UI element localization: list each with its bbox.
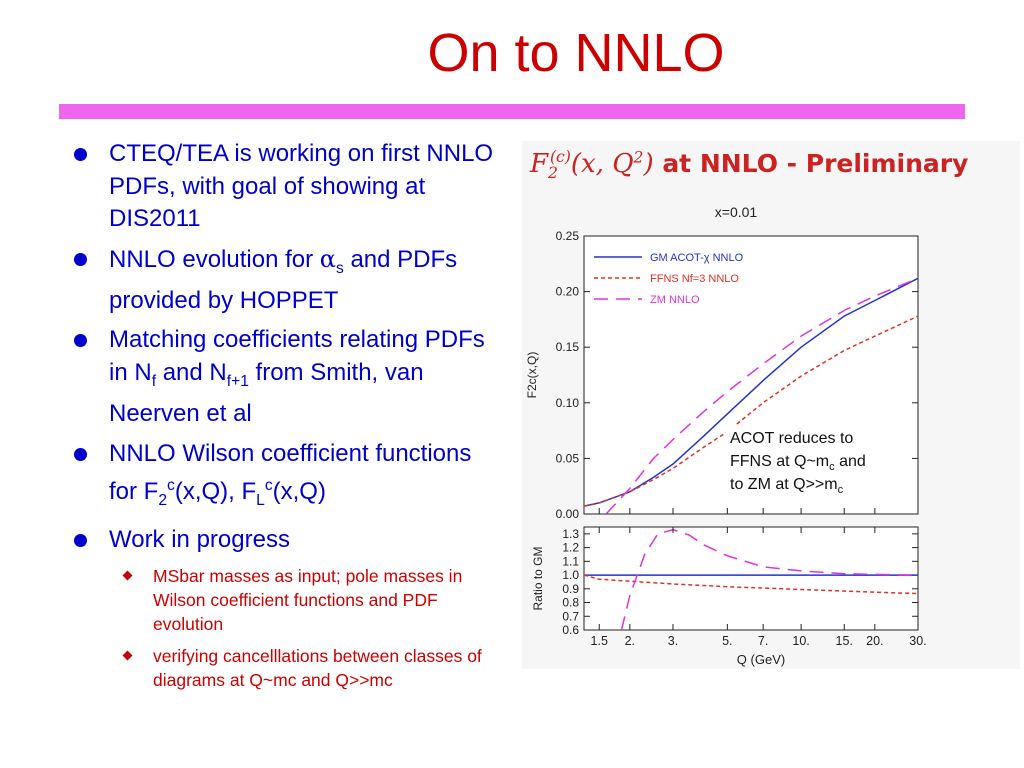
ratio-ytick-label: 0.6 xyxy=(562,623,579,637)
ratio-xtick-label: 7. xyxy=(758,634,768,648)
bullet-item: NNLO Wilson coefficient functions for F2… xyxy=(64,438,504,518)
ratio-xtick-label: 3. xyxy=(668,634,678,648)
bullet-dot-icon xyxy=(74,148,87,161)
ratio-series-line-2 xyxy=(620,528,918,630)
ratio-xtick-label: 30. xyxy=(909,634,926,648)
ratio-ytick-label: 0.9 xyxy=(562,582,579,596)
legend-label-2: ZM NNLO xyxy=(650,294,700,306)
ratio-ytick-label: 1.0 xyxy=(562,568,579,582)
sub-bullet-text: verifying cancelllations between classes… xyxy=(153,645,482,690)
bullet-text: CTEQ/TEA is working on first NNLO PDFs, … xyxy=(109,140,494,232)
bullet-item: CTEQ/TEA is working on first NNLO PDFs, … xyxy=(64,138,504,236)
ratio-ytick-label: 0.8 xyxy=(562,596,579,610)
figure-heading-math: F2(c)(x, Q2) xyxy=(530,148,654,183)
sub-bullet-item: verifying cancelllations between classes… xyxy=(64,644,504,692)
figure-heading: F2(c)(x, Q2) at NNLO - Preliminary xyxy=(530,147,968,182)
ratio-ytick-label: 1.3 xyxy=(562,527,579,541)
bullet-dot-icon xyxy=(74,534,87,548)
annotation-line: FFNS at Q~mc and xyxy=(730,453,866,473)
bullet-item: Matching coefficients relating PDFs in N… xyxy=(64,324,504,430)
slide-title: On to NNLO xyxy=(427,23,725,83)
figure-heading-text: at NNLO - Preliminary xyxy=(653,149,969,178)
bullet-text: NNLO Wilson coefficient functions for F2… xyxy=(109,439,472,509)
f2c-ytick-label: 0.00 xyxy=(556,507,580,521)
f2c-ytick-label: 0.05 xyxy=(556,451,580,465)
f2c-ylabel: F2c(x,Q) xyxy=(525,352,539,399)
f2c-ytick-label: 0.10 xyxy=(556,396,580,410)
ratio-xtick-label: 10. xyxy=(792,634,809,648)
ratio-ytick-label: 1.2 xyxy=(562,541,579,555)
bullet-list: CTEQ/TEA is working on first NNLO PDFs, … xyxy=(64,138,504,700)
f2c-ytick-label: 0.15 xyxy=(556,340,580,354)
f2c-ytick-label: 0.25 xyxy=(556,229,580,243)
title-divider xyxy=(59,104,965,119)
ratio-ytick-label: 0.7 xyxy=(562,609,579,623)
bullet-dot-icon xyxy=(74,252,87,266)
bullet-text: NNLO evolution for αs and PDFs provided … xyxy=(109,244,458,314)
ratio-ylabel: Ratio to GM xyxy=(531,546,545,610)
legend-label-1: FFNS Nf=3 NNLO xyxy=(650,273,739,285)
sub-bullet-text: MSbar masses as input; pole masses in Wi… xyxy=(153,565,463,634)
bullet-item: Work in progress xyxy=(64,524,504,557)
chart-figure: F2(c)(x, Q2) at NNLO - Preliminary 0.00 0… xyxy=(522,141,1020,669)
bullet-text: Work in progress xyxy=(109,526,290,554)
diamond-bullet-icon xyxy=(122,650,133,661)
sub-bullet-item: MSbar masses as input; pole masses in Wi… xyxy=(64,564,504,636)
ratio-xtick-label: 15. xyxy=(836,634,853,648)
chart-svg: 0.000.050.100.150.200.250.60.70.80.91.01… xyxy=(525,204,927,667)
ratio-plot-frame xyxy=(583,526,919,631)
ratio-xlabel: Q (GeV) xyxy=(737,652,785,667)
ratio-xtick-label: 2. xyxy=(625,634,635,648)
ratio-xtick-label: 5. xyxy=(722,634,732,648)
bullet-dot-icon xyxy=(74,334,87,348)
bullet-item: NNLO evolution for αs and PDFs provided … xyxy=(64,243,504,318)
ratio-xtick-label: 20. xyxy=(866,634,883,648)
chart-title: x=0.01 xyxy=(715,204,758,220)
ratio-ytick-label: 1.1 xyxy=(562,554,579,568)
annotation-line: ACOT reduces to xyxy=(730,430,853,447)
bullet-text: Matching coefficients relating PDFs in N… xyxy=(109,326,485,428)
f2c-ytick-label: 0.20 xyxy=(556,285,580,299)
annotation-box xyxy=(726,425,900,503)
ratio-xtick-label: 1.5 xyxy=(591,634,608,648)
legend-label-0: GM ACOT-χ NNLO xyxy=(650,252,744,264)
diamond-bullet-icon xyxy=(122,570,133,581)
annotation-line: to ZM at Q>>mc xyxy=(730,476,844,496)
bullet-dot-icon xyxy=(74,447,87,461)
